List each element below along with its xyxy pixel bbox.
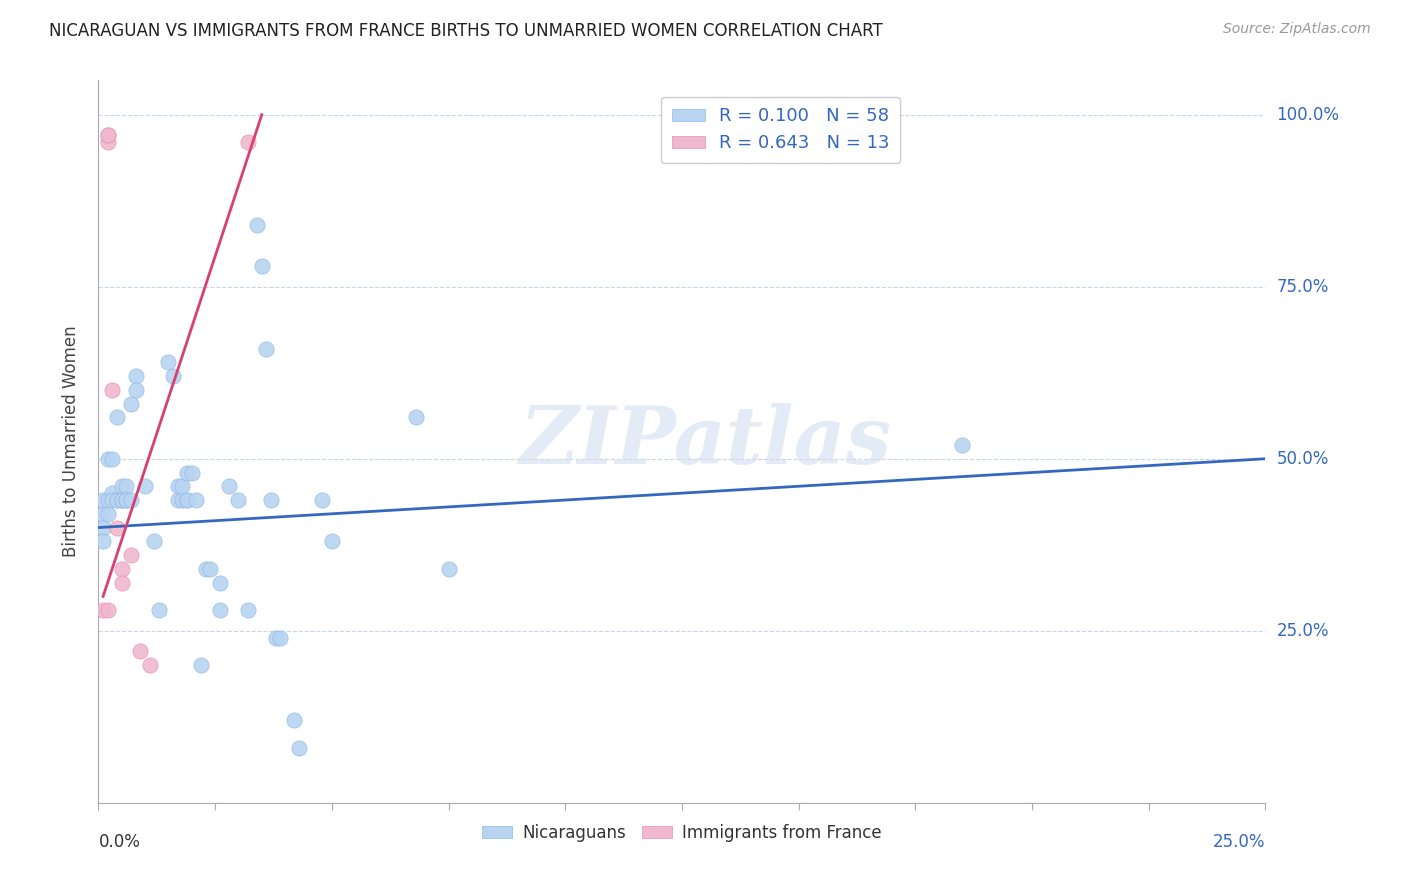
Point [101, 383, 124, 397]
Point [97, 135, 120, 149]
Point [105, 520, 128, 534]
Point [91, 603, 114, 617]
Point [97, 128, 120, 143]
Point [97, 603, 120, 617]
Point [134, 479, 156, 493]
Point [246, 218, 269, 232]
Point [139, 658, 162, 673]
Point [950, 438, 973, 452]
Point [120, 548, 142, 562]
Point [143, 534, 166, 549]
Point [101, 493, 124, 508]
Point [105, 493, 128, 508]
Text: 0.0%: 0.0% [98, 833, 141, 851]
Text: 75.0%: 75.0% [1277, 277, 1329, 296]
Point [97, 128, 120, 143]
Point [97, 493, 120, 508]
Text: ZIPatlas: ZIPatlas [519, 403, 891, 480]
Point [311, 493, 333, 508]
Point [269, 631, 291, 645]
Point [97, 507, 120, 521]
Point [115, 493, 138, 508]
Point [91, 507, 114, 521]
Point [115, 493, 138, 508]
Point [162, 369, 184, 384]
Point [176, 493, 198, 508]
Text: NICARAGUAN VS IMMIGRANTS FROM FRANCE BIRTHS TO UNMARRIED WOMEN CORRELATION CHART: NICARAGUAN VS IMMIGRANTS FROM FRANCE BIR… [49, 22, 883, 40]
Point [91, 493, 114, 508]
Point [148, 603, 170, 617]
Text: Source: ZipAtlas.com: Source: ZipAtlas.com [1223, 22, 1371, 37]
Point [120, 493, 142, 508]
Point [288, 740, 311, 755]
Point [208, 575, 231, 590]
Point [101, 451, 124, 466]
Text: 100.0%: 100.0% [1277, 105, 1340, 124]
Point [256, 342, 278, 356]
Point [166, 479, 188, 493]
Point [180, 466, 202, 480]
Point [111, 562, 134, 576]
Point [218, 479, 240, 493]
Point [190, 658, 212, 673]
Legend: Nicaraguans, Immigrants from France: Nicaraguans, Immigrants from France [475, 817, 889, 848]
Point [200, 562, 222, 576]
Point [437, 562, 460, 576]
Point [105, 493, 128, 508]
Point [111, 479, 134, 493]
Point [97, 451, 120, 466]
Point [91, 534, 114, 549]
Point [186, 493, 208, 508]
Text: 25.0%: 25.0% [1213, 833, 1265, 851]
Point [91, 520, 114, 534]
Point [157, 355, 180, 369]
Y-axis label: Births to Unmarried Women: Births to Unmarried Women [62, 326, 80, 558]
Point [176, 466, 198, 480]
Point [172, 479, 194, 493]
Point [166, 493, 188, 508]
Point [115, 479, 138, 493]
Point [111, 493, 134, 508]
Text: 25.0%: 25.0% [1277, 622, 1329, 640]
Point [120, 397, 142, 411]
Point [129, 644, 152, 658]
Point [101, 486, 124, 500]
Point [111, 575, 134, 590]
Point [236, 135, 259, 149]
Point [111, 493, 134, 508]
Point [125, 369, 148, 384]
Point [260, 493, 283, 508]
Point [208, 603, 231, 617]
Point [405, 410, 427, 425]
Point [250, 259, 273, 273]
Point [176, 493, 198, 508]
Point [236, 603, 259, 617]
Point [172, 493, 194, 508]
Point [125, 383, 148, 397]
Point [283, 713, 305, 727]
Point [194, 562, 217, 576]
Point [264, 631, 287, 645]
Text: 50.0%: 50.0% [1277, 450, 1329, 467]
Point [105, 410, 128, 425]
Point [228, 493, 250, 508]
Point [321, 534, 343, 549]
